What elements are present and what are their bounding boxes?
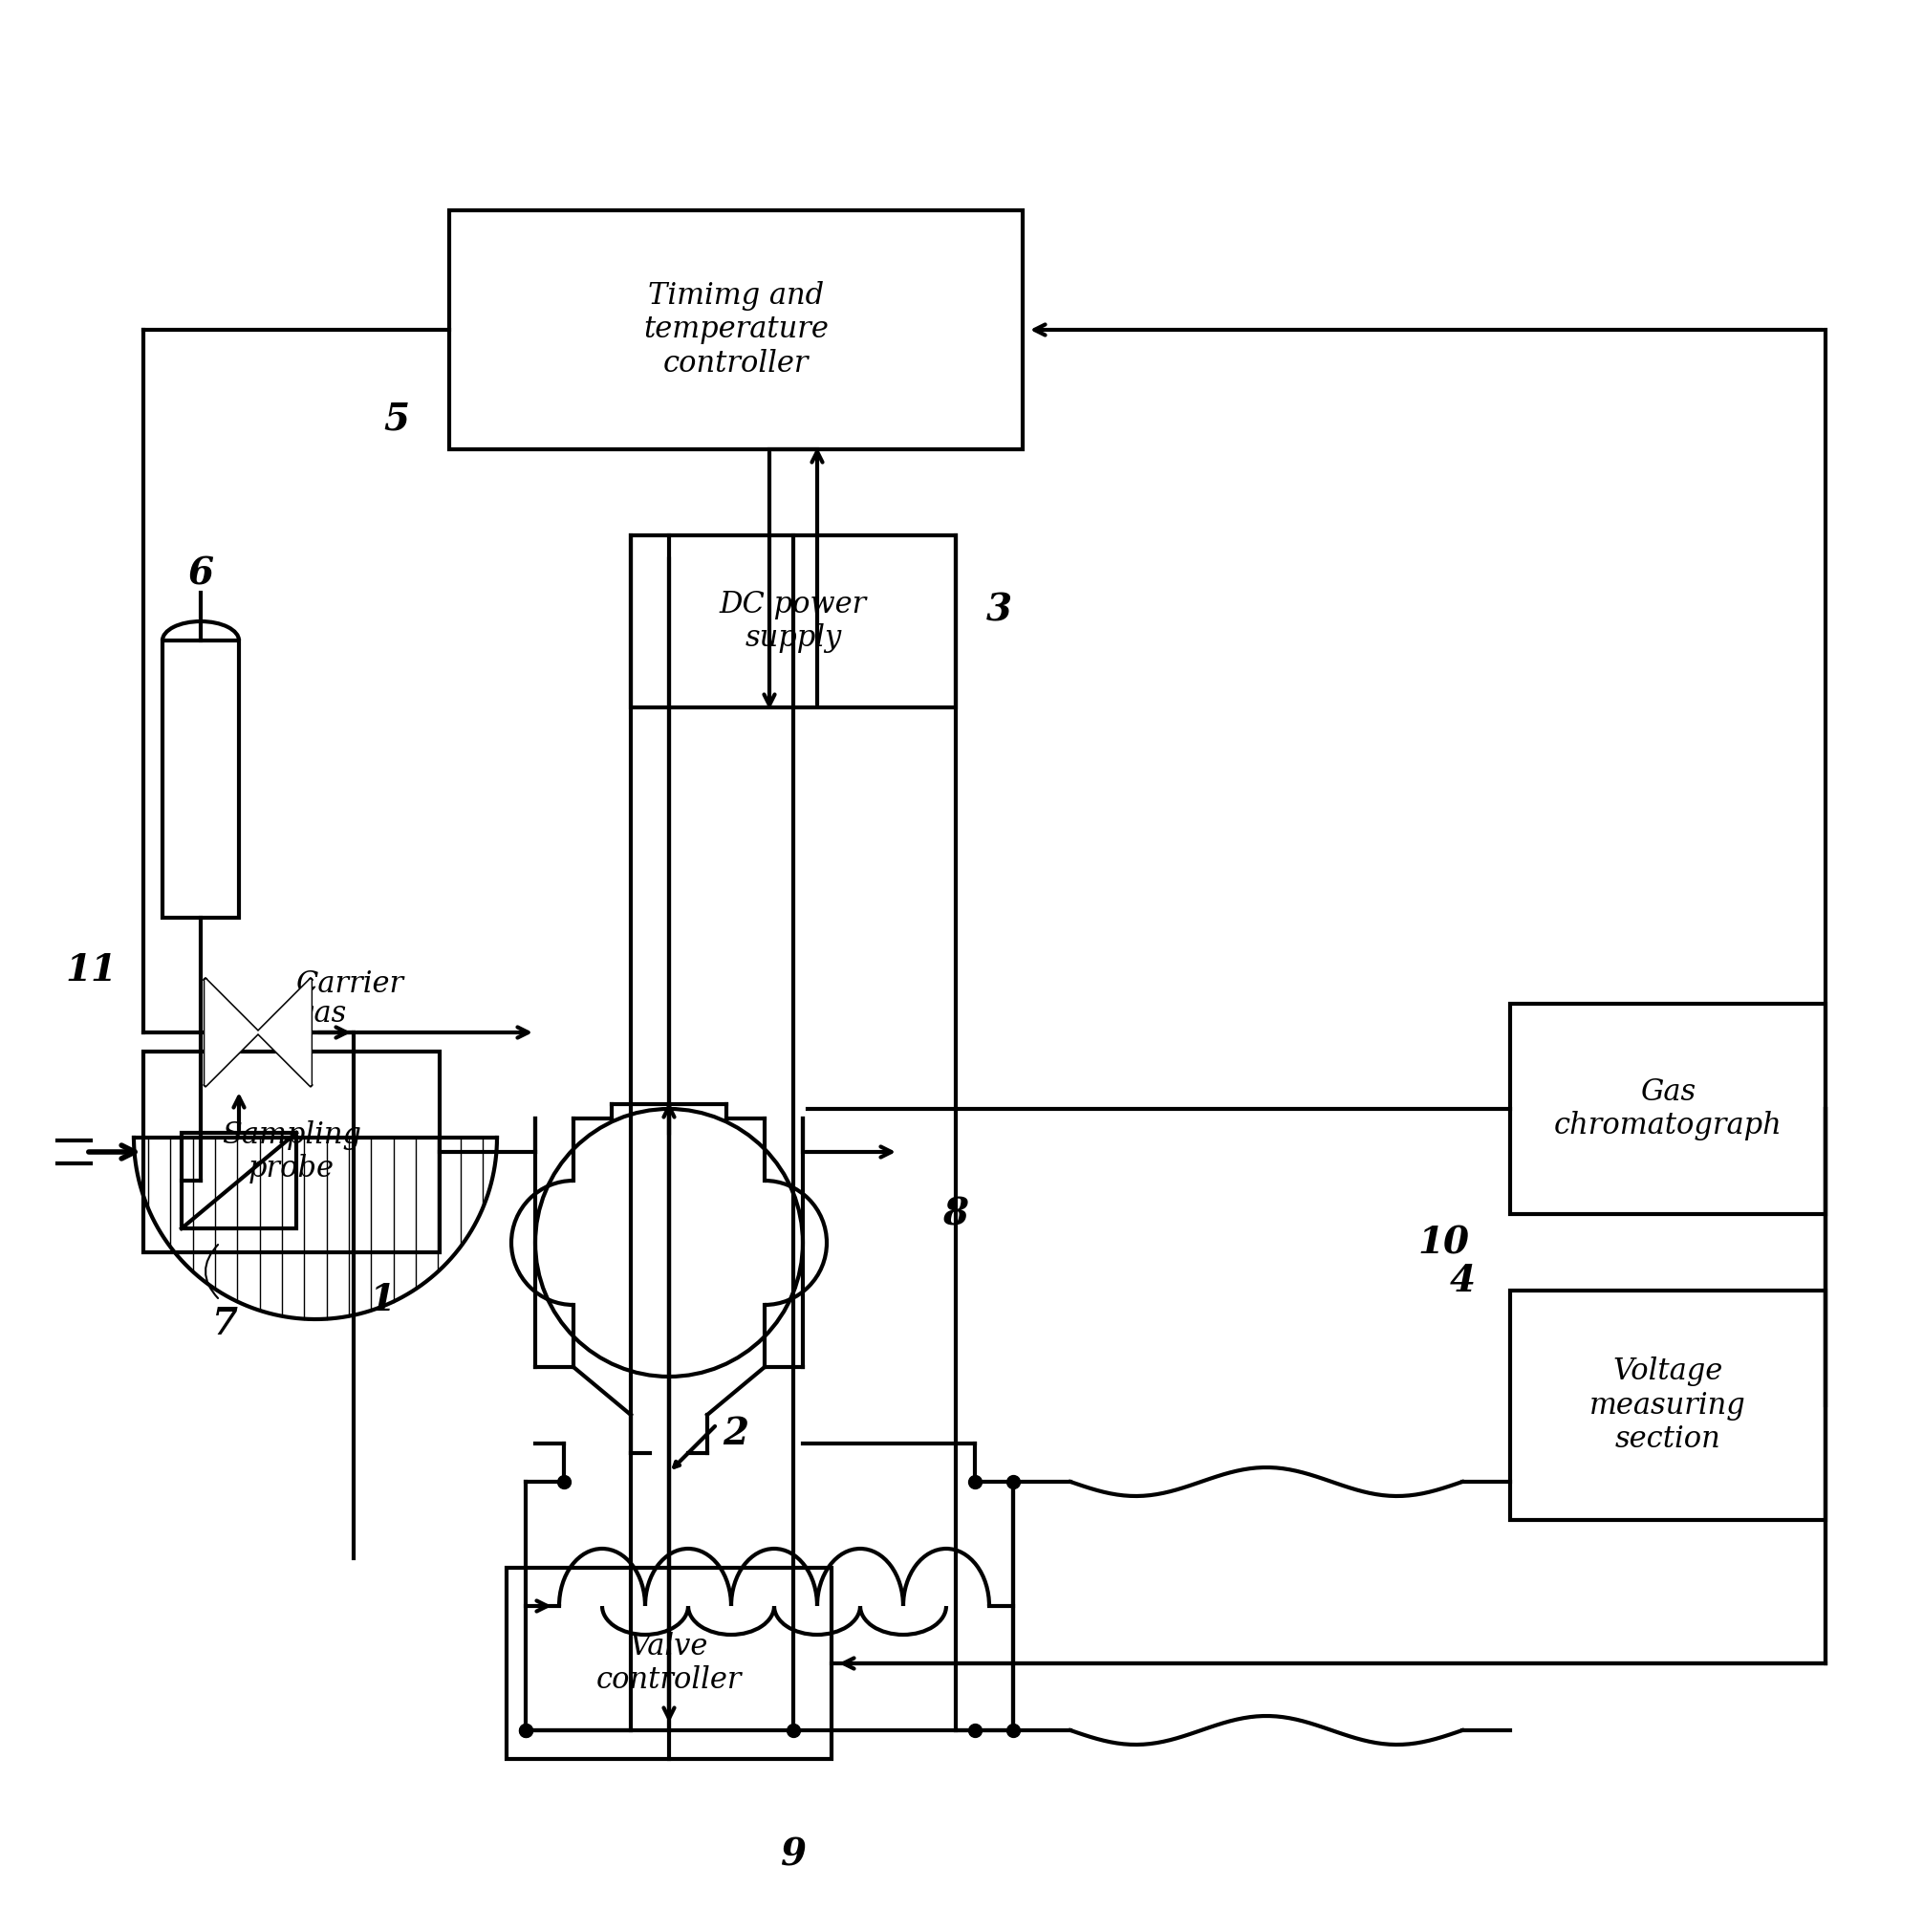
Text: 3: 3: [986, 591, 1011, 628]
Text: Timimg and
temperature
controller: Timimg and temperature controller: [644, 280, 829, 379]
Text: 4: 4: [1450, 1264, 1475, 1298]
Text: gas: gas: [296, 999, 348, 1028]
Text: 10: 10: [1417, 1225, 1469, 1262]
Text: 11: 11: [65, 952, 117, 989]
Polygon shape: [206, 980, 258, 1086]
Text: 5: 5: [385, 400, 410, 437]
Polygon shape: [258, 980, 312, 1086]
Text: 2: 2: [723, 1416, 748, 1453]
Text: Gas
chromatograph: Gas chromatograph: [1554, 1076, 1783, 1140]
Text: 1: 1: [369, 1283, 396, 1318]
Bar: [162, 641, 238, 918]
Bar: [1510, 1291, 1825, 1520]
Text: Carrier: Carrier: [296, 970, 404, 999]
Bar: [631, 535, 956, 707]
Bar: [450, 211, 1023, 450]
Text: Voltage
measuring
section: Voltage measuring section: [1590, 1356, 1746, 1455]
Text: 8: 8: [942, 1196, 969, 1233]
Text: Sampling
probe: Sampling probe: [221, 1121, 362, 1184]
Bar: [1510, 1005, 1825, 1213]
Bar: [181, 1132, 296, 1229]
Text: DC power
supply: DC power supply: [719, 589, 867, 653]
Bar: [506, 1567, 831, 1758]
Text: 7: 7: [212, 1306, 238, 1343]
Text: Valve
controller: Valve controller: [596, 1631, 742, 1694]
Text: 6: 6: [188, 554, 213, 591]
Bar: [144, 1051, 440, 1252]
Text: 9: 9: [781, 1837, 806, 1872]
